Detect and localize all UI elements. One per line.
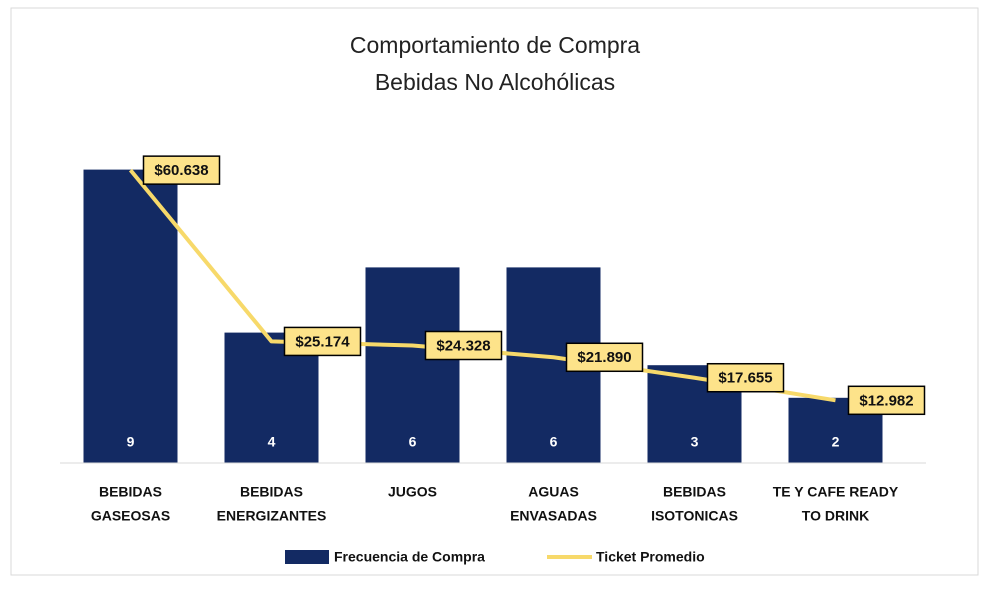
bar-value-label: 4 — [268, 434, 276, 450]
bar — [365, 267, 460, 463]
data-label: $24.328 — [436, 337, 490, 354]
data-label: $12.982 — [859, 392, 913, 409]
legend-swatch — [285, 550, 329, 564]
bar-value-label: 9 — [127, 434, 135, 450]
data-label: $60.638 — [154, 162, 208, 179]
data-label: $21.890 — [577, 349, 631, 366]
x-tick-label: BEBIDAS — [99, 484, 162, 500]
bar-value-label: 6 — [550, 434, 558, 450]
data-label-box — [847, 385, 926, 416]
chart-title: Comportamiento de Compra — [350, 32, 640, 58]
x-tick-label: ENVASADAS — [510, 508, 597, 524]
x-tick-label: TO DRINK — [802, 508, 869, 524]
data-label-box — [283, 326, 362, 357]
x-tick-label: AGUAS — [528, 484, 579, 500]
chart-subtitle: Bebidas No Alcohólicas — [375, 69, 615, 95]
data-label-box — [142, 155, 221, 185]
x-tick-label: BEBIDAS — [240, 484, 303, 500]
data-label: $17.655 — [718, 370, 772, 387]
x-tick-label: GASEOSAS — [91, 508, 170, 524]
legend-label: Frecuencia de Compra — [334, 549, 485, 565]
x-tick-label: TE Y CAFE READY — [773, 484, 899, 500]
x-tick-label: JUGOS — [388, 484, 437, 500]
bar-value-label: 2 — [832, 434, 840, 450]
data-label: $25.174 — [295, 333, 350, 350]
bar-value-label: 3 — [691, 434, 699, 450]
bar-value-label: 6 — [409, 434, 417, 450]
x-tick-label: BEBIDAS — [663, 484, 726, 500]
data-label-box — [565, 342, 644, 373]
data-label-box — [424, 330, 503, 361]
legend-label: Ticket Promedio — [596, 549, 705, 565]
x-tick-label: ISOTONICAS — [651, 508, 738, 524]
bar — [83, 169, 178, 463]
x-tick-label: ENERGIZANTES — [217, 508, 327, 524]
data-label-box — [706, 362, 785, 393]
